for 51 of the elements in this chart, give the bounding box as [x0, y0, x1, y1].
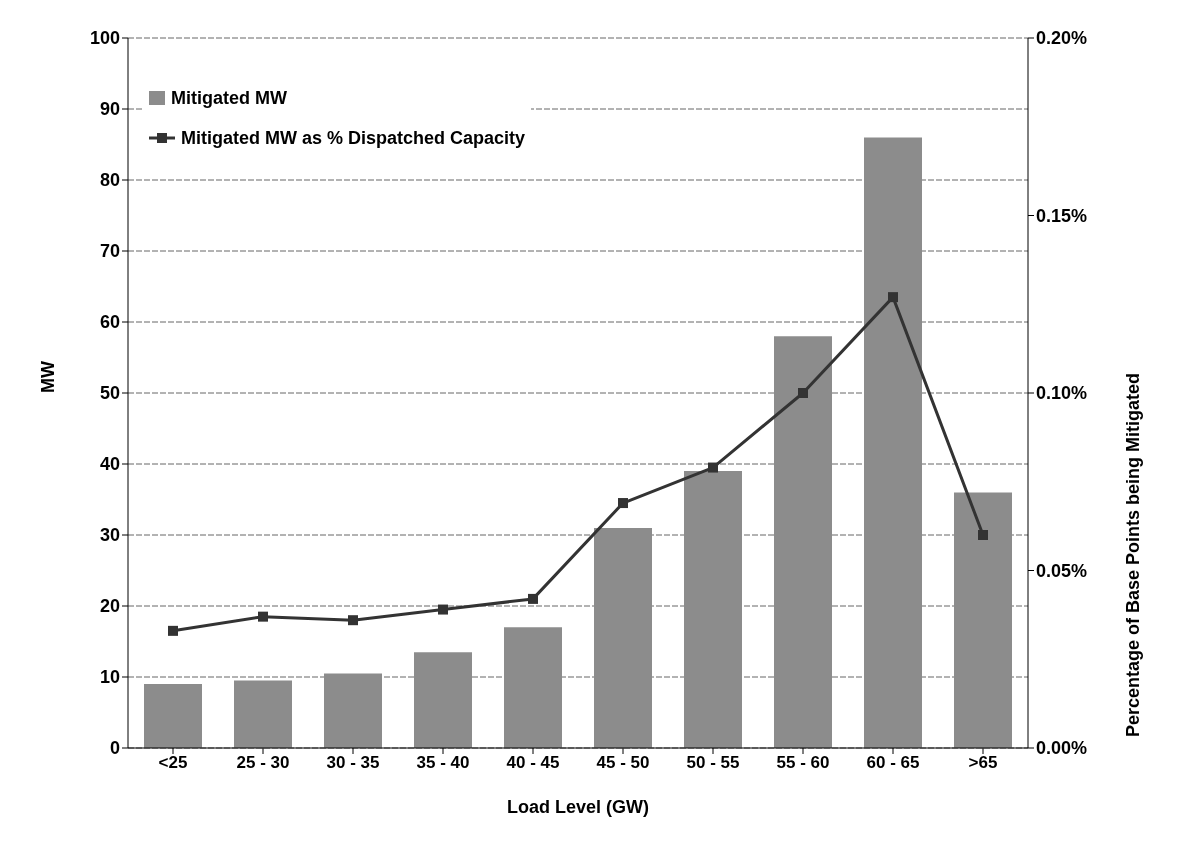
y-tick-label: 90: [99, 99, 120, 120]
point: [528, 593, 538, 604]
point: [618, 498, 628, 509]
x-tick-label: 60 - 65: [866, 753, 920, 773]
bar: [684, 471, 742, 748]
y-axis-title: MW: [38, 361, 59, 393]
x-tick-label: <25: [158, 753, 188, 773]
y-tick-label: 100: [89, 28, 120, 49]
x-tick-label: 55 - 60: [776, 753, 830, 773]
point: [798, 388, 808, 398]
y2-tick-label: 0.15%: [1036, 205, 1088, 226]
bar: [504, 627, 562, 748]
y2-tick-label: 0.00%: [1036, 738, 1088, 759]
x-axis-title: Load Level (GW): [506, 797, 650, 817]
bar: [954, 492, 1012, 748]
y-tick-label: 10: [99, 667, 120, 688]
bar: [594, 527, 652, 748]
x-tick-label: >65: [968, 753, 998, 773]
bar: [234, 680, 292, 748]
x-tick-label: 30 - 35: [326, 753, 380, 773]
legend-label: Mitigated MW as % Dispatched Capacity: [181, 127, 526, 150]
y2-tick-label: 0.05%: [1036, 560, 1088, 581]
legend-label: Mitigated MW: [171, 87, 287, 110]
point: [258, 611, 268, 622]
bar: [414, 652, 472, 748]
y-tick-label: 30: [99, 525, 120, 546]
y2-axis-title: Percentage of Base Points being Mitigated: [1123, 373, 1144, 738]
y2-tick-label: 0.20%: [1036, 28, 1088, 49]
y-tick-label: 50: [99, 383, 120, 404]
y-tick-label: 0: [109, 738, 120, 759]
bar: [144, 684, 202, 748]
y-tick-label: 20: [99, 596, 120, 617]
x-tick-label: 40 - 45: [506, 753, 560, 773]
y2-tick-label: 0.10%: [1036, 383, 1088, 404]
point: [708, 462, 718, 473]
point: [438, 604, 448, 615]
y-tick-label: 70: [99, 241, 120, 262]
y-tick-label: 60: [99, 312, 120, 333]
point: [888, 292, 898, 303]
x-tick-label: 50 - 55: [686, 753, 740, 773]
point: [348, 615, 358, 626]
y-tick-label: 40: [99, 454, 120, 475]
point: [978, 530, 988, 540]
x-tick-label: 25 - 30: [236, 753, 290, 773]
point: [168, 625, 178, 636]
bar: [774, 336, 832, 748]
y-tick-label: 80: [99, 170, 120, 191]
x-tick-label: 35 - 40: [416, 753, 470, 773]
bar: [864, 137, 922, 748]
x-tick-label: 45 - 50: [596, 753, 650, 773]
bar: [324, 673, 382, 748]
